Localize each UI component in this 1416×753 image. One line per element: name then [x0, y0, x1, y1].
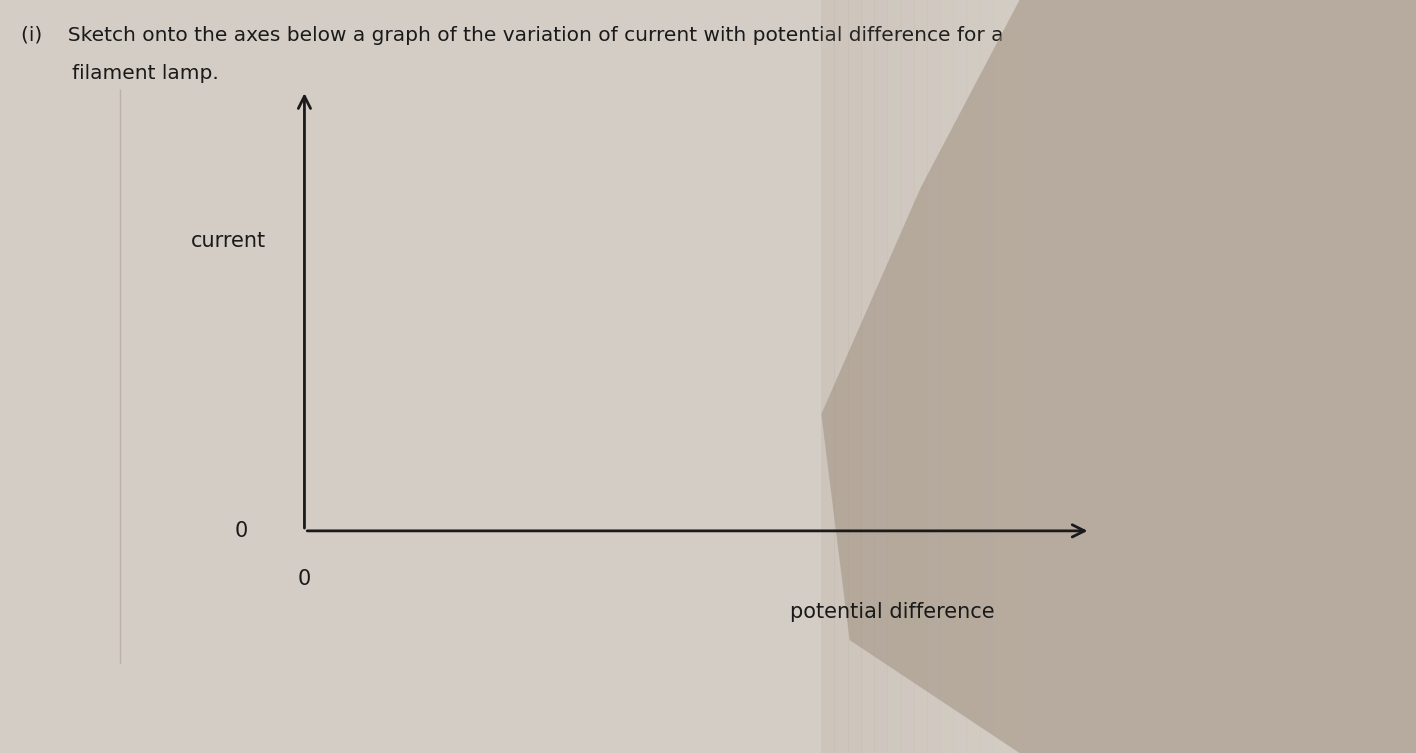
Bar	[901, 0, 915, 753]
Bar	[913, 0, 927, 753]
Bar	[980, 0, 994, 753]
Text: 0: 0	[235, 521, 248, 541]
Polygon shape	[821, 0, 1416, 753]
Bar	[993, 0, 1007, 753]
Bar	[940, 0, 954, 753]
Bar	[848, 0, 862, 753]
Bar	[874, 0, 888, 753]
Bar	[821, 0, 835, 753]
Text: filament lamp.: filament lamp.	[21, 64, 219, 83]
Bar	[927, 0, 942, 753]
Bar	[834, 0, 848, 753]
Text: 0: 0	[297, 569, 312, 589]
Bar	[967, 0, 981, 753]
Bar	[1007, 0, 1021, 753]
Text: potential difference: potential difference	[790, 602, 994, 623]
Bar	[861, 0, 875, 753]
Text: (i)    Sketch onto the axes below a graph of the variation of current with poten: (i) Sketch onto the axes below a graph o…	[21, 26, 1004, 45]
Text: current: current	[191, 231, 266, 251]
Bar	[888, 0, 902, 753]
Bar	[953, 0, 967, 753]
